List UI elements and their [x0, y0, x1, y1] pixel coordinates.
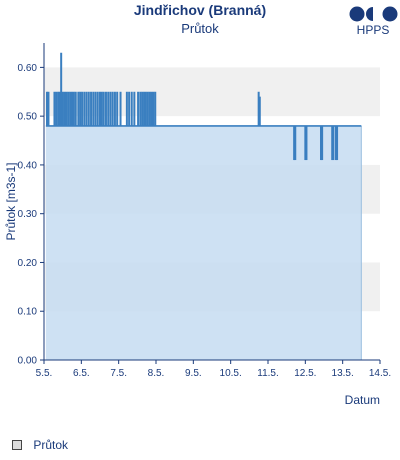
x-tick-label: 14.5. — [369, 368, 391, 379]
hpps-logo-text: HPPS — [356, 23, 390, 37]
x-tick-label: 7.5. — [110, 368, 127, 379]
x-tick-label: 13.5. — [332, 368, 354, 379]
legend: Průtok — [12, 437, 68, 452]
legend-label: Průtok — [33, 437, 69, 452]
y-tick-label: 0.00 — [18, 356, 38, 367]
x-tick-label: 11.5. — [257, 368, 279, 379]
y-tick-label: 0.10 — [18, 307, 38, 318]
y-axis-label: Průtok [m3s-1] — [4, 162, 18, 240]
y-tick-label: 0.60 — [18, 63, 38, 74]
x-tick-label: 9.5. — [185, 368, 202, 379]
x-tick-label: 12.5. — [294, 368, 316, 379]
legend-swatch — [12, 439, 22, 450]
y-tick-label: 0.30 — [18, 209, 38, 220]
x-tick-label: 6.5. — [73, 368, 90, 379]
y-tick-label: 0.40 — [18, 160, 38, 171]
x-axis-label: Datum — [345, 393, 380, 407]
grid-band — [44, 67, 380, 117]
chart-title: Jindřichov (Branná) — [133, 2, 267, 18]
hpps-logo: HPPS — [346, 5, 400, 41]
x-tick-label: 5.5. — [36, 368, 53, 379]
series-area — [45, 125, 362, 361]
x-tick-label: 10.5. — [220, 368, 242, 379]
y-tick-label: 0.50 — [18, 112, 38, 123]
chart-subtitle: Průtok — [181, 21, 219, 36]
x-tick-label: 8.5. — [148, 368, 165, 379]
y-tick-label: 0.20 — [18, 258, 38, 269]
hpps-logo-mark — [349, 6, 398, 22]
